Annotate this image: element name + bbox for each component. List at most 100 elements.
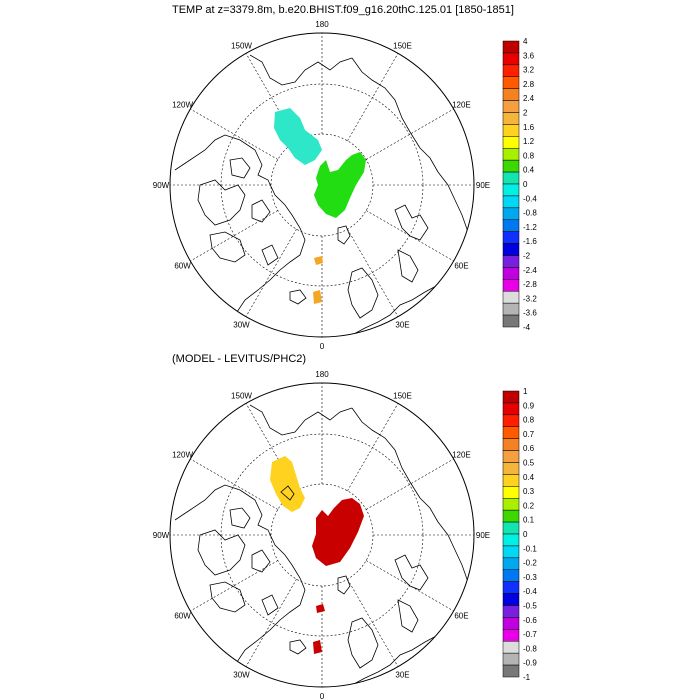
lon-label-2: 120E	[452, 451, 471, 460]
colorbar-swatch	[502, 498, 520, 511]
colorbar-swatch	[502, 533, 520, 547]
colorbar-swatch	[502, 148, 520, 161]
colorbar-label: -0.4	[523, 194, 537, 203]
meridian-line	[190, 210, 278, 262]
meridian-line	[366, 458, 454, 510]
colorbar-swatch	[502, 207, 520, 220]
meridian-line	[190, 560, 278, 612]
colorbar-swatch	[502, 195, 520, 209]
region-eurasian-basin	[314, 152, 366, 218]
region-nordic-seas	[313, 256, 323, 304]
map-boundary-2	[169, 382, 475, 688]
longitude-labels-2: 180 150E 120E 90E 60E 30E 0 30W 60W 90W 120W 150W	[153, 370, 490, 700]
meridians-1	[170, 33, 474, 337]
lon-label-7: 30W	[233, 670, 250, 679]
colorbar-swatch	[502, 136, 520, 149]
colorbar-swatch	[502, 64, 520, 78]
colorbar-swatch	[502, 124, 520, 137]
colorbar-swatch	[502, 291, 520, 304]
colorbar-swatch	[502, 438, 520, 451]
lon-label-8: 60W	[174, 612, 191, 621]
colorbar-swatch	[502, 521, 520, 535]
meridian-line	[366, 108, 454, 160]
region-nordic-seas-diff	[313, 604, 325, 654]
colorbar-label: -1.2	[523, 223, 537, 232]
lon-label-7: 30W	[233, 320, 250, 329]
colorbar-swatch	[502, 390, 520, 404]
colorbar-swatch	[502, 545, 520, 559]
colorbar-label: -2.8	[523, 280, 537, 289]
colorbar-swatch	[502, 255, 520, 268]
anomaly-regions-1	[274, 108, 366, 304]
colorbar-swatch	[502, 629, 520, 642]
colorbar-swatch	[502, 88, 520, 101]
colorbar-label: -0.3	[523, 573, 537, 582]
region-canada-basin-diff	[270, 456, 305, 512]
panel-1-title: TEMP at z=3379.8m, b.e20.BHIST.f09_g16.2…	[172, 4, 514, 16]
colorbar-swatch	[502, 581, 520, 594]
map-panel-2: 180 150E 120E 90E 60E 30E 0 30W 60W 90W 120W 150W	[153, 370, 490, 700]
colorbar-label: 3.2	[523, 66, 535, 75]
colorbar-label: 4	[523, 37, 528, 46]
colorbar-swatch	[502, 641, 520, 654]
colorbar-label: -3.2	[523, 294, 537, 303]
colorbar-label: 2	[523, 109, 528, 118]
meridian-line	[366, 210, 454, 262]
lon-label-5: 30E	[395, 670, 409, 679]
longitude-labels-1: 180 150E 120E 90E 60E 30E 0 30W 60W 90W 120W 150W	[153, 20, 490, 351]
colorbar-swatch	[502, 605, 520, 618]
map-panel-1: 180 150E 120E 90E 60E 30E 0 30W 60W 90W 120W 150W	[153, 20, 490, 351]
colorbar-swatch	[502, 171, 520, 185]
lon-label-3: 90E	[476, 531, 490, 540]
meridian-line	[366, 560, 454, 612]
colorbar-swatch	[502, 593, 520, 606]
colorbar-2: 1 0.9 0.8 0.7 0.6 0.5 0.4 0.3 0.2 0.1 0 -0.1 -0.2 -0.…	[502, 387, 537, 682]
meridian-line	[190, 458, 278, 510]
coastlines-2	[174, 404, 469, 686]
colorbar-swatch	[502, 219, 520, 232]
colorbar-swatch	[502, 664, 520, 678]
colorbar-swatch	[502, 243, 520, 256]
colorbar-swatch	[502, 314, 520, 328]
colorbar-label: 0.8	[523, 416, 535, 425]
lon-label-1: 150E	[393, 392, 412, 401]
meridian-line	[245, 229, 297, 317]
colorbar-1: 4 3.6 3.2 2.8 2.4 2 1.6 1.2 0.8 0.4 0 -0.4 -0.8 -1.2 -…	[502, 37, 537, 332]
colorbar-label: -0.9	[523, 659, 537, 668]
colorbar-swatch	[502, 302, 520, 316]
lon-label-4: 60E	[454, 262, 468, 271]
colorbar-label: -3.6	[523, 309, 537, 318]
lon-label-8: 60W	[174, 262, 191, 271]
colorbar-swatch	[502, 557, 520, 570]
colorbar-swatch	[502, 52, 520, 66]
colorbar-label: -0.6	[523, 616, 537, 625]
lon-label-10: 120W	[172, 101, 193, 110]
colorbar-swatch	[502, 617, 520, 630]
lon-label-3: 90E	[476, 181, 490, 190]
colorbar-swatch	[502, 450, 520, 463]
colorbar-label: -0.7	[523, 630, 537, 639]
colorbar-swatch	[502, 402, 520, 416]
colorbar-swatch	[502, 474, 520, 487]
difference-regions-2	[270, 456, 364, 654]
colorbar-swatch	[502, 183, 520, 197]
colorbar-swatch	[502, 40, 520, 54]
colorbar-label: 2.8	[523, 80, 535, 89]
lon-label-6: 0	[320, 342, 325, 351]
colorbar-label: 0.9	[523, 401, 535, 410]
lon-label-10: 120W	[172, 451, 193, 460]
colorbar-label: -2.4	[523, 266, 537, 275]
lon-label-2: 120E	[452, 101, 471, 110]
colorbar-label: -0.8	[523, 644, 537, 653]
colorbar-label: 0.5	[523, 459, 535, 468]
lon-label-0: 180	[315, 20, 329, 29]
colorbar-swatch	[502, 652, 520, 666]
lon-label-0: 180	[315, 370, 329, 379]
map-boundary-1	[169, 32, 475, 338]
colorbar-swatch	[502, 112, 520, 125]
meridian-line	[347, 579, 399, 667]
lon-label-11: 150W	[231, 392, 252, 401]
colorbar-label: -0.5	[523, 602, 537, 611]
colorbar-swatch	[502, 100, 520, 113]
